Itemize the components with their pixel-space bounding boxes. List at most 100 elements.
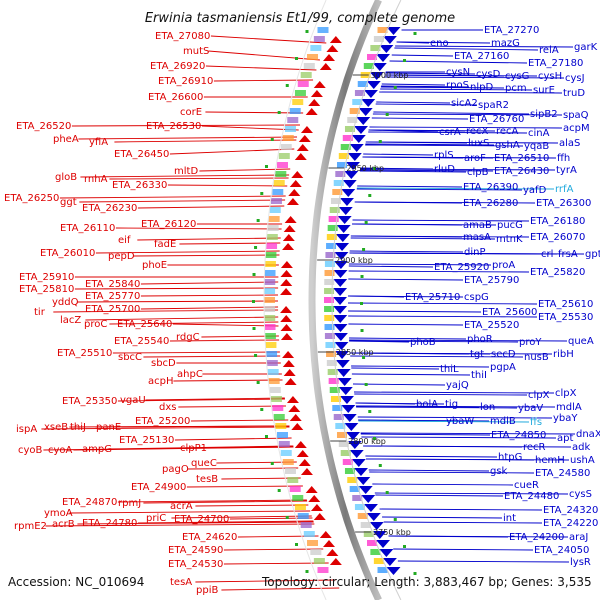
gene-label-right: eno <box>430 38 449 49</box>
gene-label-left: sbcD <box>151 358 176 369</box>
gene-label-right: frsA <box>558 249 578 260</box>
right-strand-arrow <box>358 108 373 116</box>
left-connector-line <box>186 485 303 488</box>
green-marker <box>403 545 407 548</box>
green-marker <box>413 32 417 35</box>
kbp-tick-label: 2850 kbp <box>336 348 374 357</box>
green-marker <box>285 84 289 87</box>
left-connector-line <box>201 125 299 131</box>
green-marker <box>403 59 407 62</box>
gene-label-right: rluD <box>434 164 455 175</box>
right-feature-block <box>332 189 343 195</box>
left-feature-block <box>264 297 275 303</box>
gene-label-right: cysJ <box>565 73 585 84</box>
right-connector-line <box>348 323 464 326</box>
gene-label-right: gshA <box>495 140 520 151</box>
green-marker <box>264 165 268 168</box>
left-connector-line <box>221 587 340 591</box>
green-marker <box>364 383 368 386</box>
right-feature-block <box>327 369 338 375</box>
genome-backbone <box>263 0 402 600</box>
left-connector-line <box>112 351 280 354</box>
right-connector-line <box>348 310 482 313</box>
left-feature-block <box>269 387 281 393</box>
left-connector-line <box>223 562 329 565</box>
right-feature-block <box>326 360 337 366</box>
left-strand-arrow <box>282 351 295 358</box>
left-strand-arrow <box>308 99 321 106</box>
left-connector-line <box>71 124 300 127</box>
gene-label-left: ETA_26230 <box>82 203 137 214</box>
right-feature-block <box>324 315 335 321</box>
green-marker <box>372 437 376 440</box>
right-feature-block <box>363 63 374 69</box>
left-feature-block <box>276 432 288 438</box>
gene-label-right: alaS <box>559 138 580 149</box>
right-connector-line <box>349 340 519 343</box>
left-connector-line <box>69 510 311 514</box>
gene-label-right: yajQ <box>446 380 469 391</box>
gene-label-right: ybaY <box>553 413 578 424</box>
left-connector-line <box>173 379 283 382</box>
gene-label-right: spaR2 <box>478 100 509 111</box>
right-connector-line <box>391 54 454 57</box>
left-strand-arrow <box>313 81 326 88</box>
gene-label-right: cysG <box>505 71 529 82</box>
left-feature-block <box>280 144 292 150</box>
right-feature-block <box>367 54 378 60</box>
right-connector-line <box>357 185 463 188</box>
gene-label-left: ETA_25130 <box>119 435 174 446</box>
right-strand-arrow <box>376 54 391 62</box>
right-connector-line <box>356 188 523 191</box>
green-marker <box>305 30 309 33</box>
left-connector-line <box>178 405 286 408</box>
left-strand-arrow <box>308 495 321 502</box>
left-connector-line <box>223 548 324 551</box>
right-strand-arrow <box>379 549 394 557</box>
left-feature-block <box>264 279 276 285</box>
right-strand-arrow <box>353 126 368 134</box>
gene-label-right: crl <box>541 249 553 260</box>
right-connector-line <box>348 265 434 268</box>
gene-label-left: ETA_25200 <box>135 416 190 427</box>
left-connector-line <box>210 35 327 44</box>
left-feature-block <box>289 108 301 114</box>
gene-label-right: ETA_25520 <box>464 320 519 331</box>
right-feature-block <box>332 405 343 411</box>
gene-label-left: ETA_25770 <box>85 291 140 302</box>
gene-label-right: pcm <box>505 83 527 94</box>
right-connector-line <box>368 129 496 132</box>
left-feature-block <box>284 468 296 474</box>
right-connector-line <box>362 156 557 159</box>
left-connector-line <box>53 309 279 313</box>
left-feature-block <box>282 459 294 465</box>
right-feature-block <box>324 279 335 285</box>
right-feature-block <box>373 36 384 42</box>
right-feature-block <box>354 504 365 510</box>
green-marker <box>256 381 260 384</box>
right-feature-block <box>336 162 347 168</box>
backbone-arc <box>308 0 382 600</box>
left-feature-block <box>264 306 276 312</box>
right-feature-block <box>340 450 351 456</box>
gene-label-right: bolA <box>416 399 438 410</box>
right-strand-arrow <box>333 297 347 305</box>
gene-label-left: gloB <box>55 172 77 183</box>
right-connector-line <box>355 405 556 408</box>
left-feature-block <box>264 324 276 330</box>
left-connector-line <box>140 294 279 297</box>
right-connector-line <box>363 153 434 156</box>
gene-label-left: pagO <box>162 464 189 475</box>
gene-label-left: ETA_25350 <box>62 396 117 407</box>
right-connector-line <box>360 168 556 171</box>
right-strand-arrow <box>356 477 371 485</box>
gene-label-right: araJ <box>569 532 588 543</box>
left-feature-block <box>269 207 281 213</box>
left-connector-line <box>137 520 314 524</box>
right-strand-arrow <box>339 198 354 206</box>
left-feature-block <box>272 189 284 195</box>
gene-label-left: ETA_26530 <box>146 121 201 132</box>
gene-label-left: ETA_24700 <box>174 514 229 525</box>
gene-label-left: proC <box>84 319 107 330</box>
gene-label-left: ETA_25700 <box>85 304 140 315</box>
